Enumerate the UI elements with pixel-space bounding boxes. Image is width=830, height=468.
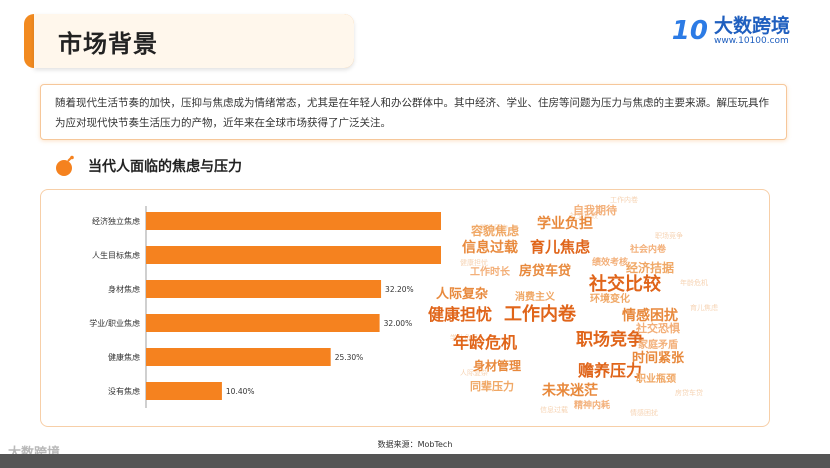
value-label: 25.30%	[335, 353, 364, 362]
wordcloud-word: 自我期待	[573, 203, 617, 217]
category-label: 没有焦虑	[108, 386, 140, 396]
wordcloud-word: 健康担忧	[428, 305, 492, 324]
footer-bar	[0, 454, 830, 468]
wordcloud-filler: 社交比较	[570, 211, 598, 220]
word-cloud: 工作内卷社交比较职场竞争赡养压力健康担忧年龄危机育儿焦虑学业负担房贷车贷信息过载…	[428, 195, 718, 417]
section-header: 当代人面临的焦虑与压力	[54, 155, 242, 177]
intro-box: 随着现代生活节奏的加快，压抑与焦虑成为情绪常态，尤其是在年轻人和办公群体中。其中…	[40, 84, 787, 140]
wordcloud-word: 经济拮据	[626, 260, 674, 275]
wordcloud-word: 精神内耗	[574, 399, 610, 411]
wordcloud-filler: 职场竞争	[655, 231, 683, 240]
wordcloud-filler: 学业负担	[450, 333, 478, 342]
bar	[146, 212, 441, 230]
page-title: 市场背景	[58, 30, 158, 58]
wordcloud-word: 社会内卷	[629, 243, 667, 255]
wordcloud-word: 信息过载	[462, 239, 518, 256]
chart-panel: 经济独立焦虑42.90%人生目标焦虑41.30%身材焦虑32.20%学业/职业焦…	[40, 189, 770, 427]
wordcloud-word: 育儿焦虑	[530, 238, 590, 256]
wordcloud-word: 同辈压力	[470, 379, 514, 393]
wordcloud-word: 工作时长	[470, 265, 511, 278]
wordcloud-filler: 育儿焦虑	[690, 303, 718, 312]
category-label: 健康焦虑	[108, 352, 140, 362]
bar-chart: 经济独立焦虑42.90%人生目标焦虑41.30%身材焦虑32.20%学业/职业焦…	[89, 206, 441, 408]
value-label: 32.20%	[385, 285, 414, 294]
wordcloud-word: 时间紧张	[632, 350, 685, 366]
title-bar: 市场背景	[24, 14, 354, 68]
wordcloud-filler: 赡养压力	[480, 223, 508, 232]
wordcloud-word: 社交恐惧	[635, 321, 680, 335]
wordcloud-filler: 工作内卷	[610, 195, 638, 204]
bar	[146, 246, 441, 264]
value-label: 10.40%	[226, 387, 255, 396]
wordcloud-filler: 信息过载	[540, 405, 568, 414]
wordcloud-word: 绩效考核	[592, 256, 628, 268]
wordcloud-word: 职业瓶颈	[636, 372, 676, 385]
section-title: 当代人面临的焦虑与压力	[88, 159, 242, 175]
value-label: 32.00%	[384, 319, 413, 328]
wordcloud-word: 容貌焦虑	[470, 223, 519, 238]
wordcloud-word: 赡养压力	[577, 361, 642, 380]
intro-text: 随着现代生活节奏的加快，压抑与焦虑成为情绪常态，尤其是在年轻人和办公群体中。其中…	[55, 97, 769, 129]
bomb-icon	[56, 155, 74, 176]
category-label: 学业/职业焦虑	[89, 318, 140, 328]
logo-name: 大数跨境	[713, 15, 790, 37]
category-label: 身材焦虑	[108, 284, 140, 294]
category-label: 人生目标焦虑	[92, 250, 140, 260]
logo-mark: 10	[671, 16, 708, 46]
wordcloud-filler: 年龄危机	[680, 278, 708, 287]
wordcloud-word: 学业负担	[537, 215, 593, 232]
logo-url: www.10100.com	[713, 36, 789, 46]
bar	[146, 348, 331, 366]
wordcloud-word: 房贷车贷	[519, 263, 571, 279]
bar	[146, 382, 222, 400]
wordcloud-word: 年龄危机	[453, 333, 517, 352]
wordcloud-word: 情感困扰	[622, 307, 678, 324]
wordcloud-filler: 人际复杂	[460, 368, 488, 377]
wordcloud-filler: 房贷车贷	[675, 388, 703, 397]
title-panel: 市场背景	[34, 14, 354, 68]
bar	[146, 314, 380, 332]
wordcloud-word: 身材管理	[473, 358, 521, 373]
wordcloud-word: 人际复杂	[436, 286, 488, 302]
wordcloud-filler: 情感困扰	[630, 408, 658, 417]
wordcloud-word: 工作内卷	[504, 303, 577, 325]
wordcloud-filler: 健康担忧	[460, 258, 488, 267]
category-label: 经济独立焦虑	[92, 216, 140, 226]
brand-logo: 10 大数跨境 www.10100.com	[672, 16, 790, 46]
wordcloud-word: 环境变化	[590, 292, 630, 305]
wordcloud-word: 职场竞争	[576, 329, 644, 350]
wordcloud-word: 家庭矛盾	[638, 338, 678, 351]
data-source: 数据来源：MobTech	[377, 440, 453, 449]
bar	[146, 280, 382, 298]
wordcloud-word: 未来迷茫	[542, 382, 598, 399]
wordcloud-word: 消费主义	[515, 290, 556, 303]
wordcloud-word: 社交比较	[589, 273, 661, 295]
